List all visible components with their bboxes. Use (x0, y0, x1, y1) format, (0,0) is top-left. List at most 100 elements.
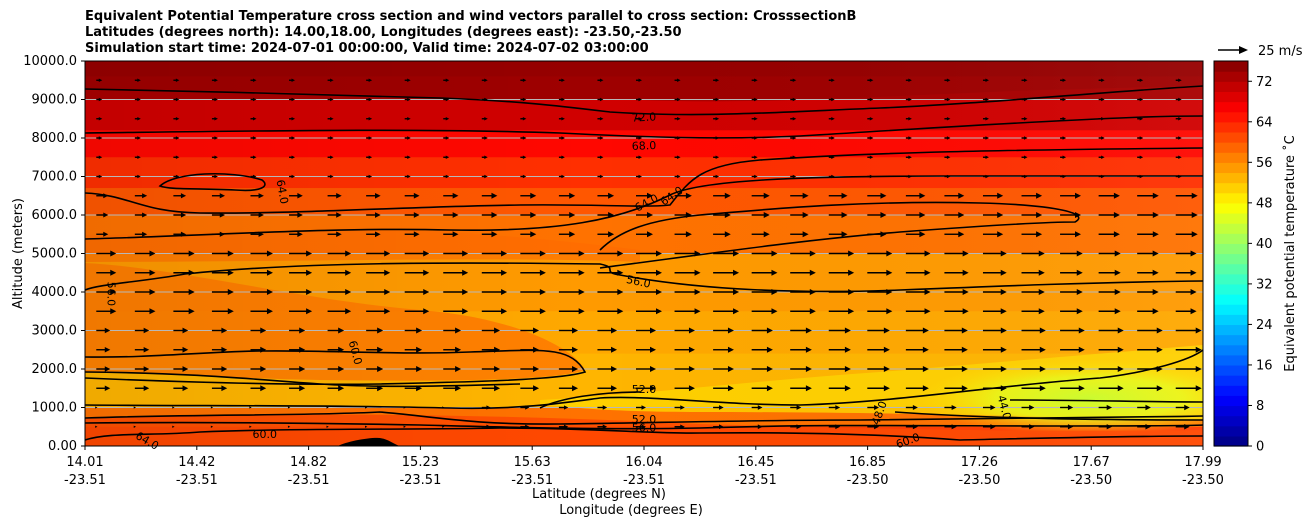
wind-arrow-head (494, 385, 501, 392)
wind-arrow-15-7 (366, 366, 384, 372)
wind-arrow-head (572, 385, 579, 392)
wind-arrow-head (98, 97, 103, 102)
wind-arrow-head (175, 117, 180, 121)
wind-arrow-head (1038, 308, 1045, 315)
contour-label-group-8: 52.0 (632, 383, 657, 396)
wind-arrow-10-7 (366, 269, 391, 276)
wind-arrow-head (377, 346, 384, 353)
wind-arrow-4-4 (250, 155, 257, 159)
wind-arrow-head (946, 78, 951, 82)
wind-arrow-13-9 (443, 327, 462, 334)
wind-arrow-head (214, 174, 218, 179)
xtick-lon-5: -23.51 (623, 473, 665, 488)
wind-arrow-18-27 (1137, 424, 1151, 430)
wind-arrow-12-21 (905, 308, 931, 315)
wind-arrow-18-28 (1175, 424, 1190, 430)
wind-arrow-8-12 (558, 231, 576, 238)
wind-arrow-head (1000, 308, 1007, 315)
wind-arrow-3-23 (982, 136, 989, 140)
wind-arrow-head (766, 385, 773, 392)
wind-arrow-head (1000, 346, 1007, 353)
wind-arrow-4-21 (905, 155, 912, 159)
wind-arrow-3-26 (1098, 136, 1105, 140)
wind-arrow-15-8 (404, 366, 423, 372)
wind-arrow-head (997, 212, 1004, 218)
wind-arrow-12-16 (713, 308, 740, 315)
wind-arrow-head (98, 174, 103, 179)
wind-arrow-1-20 (867, 97, 874, 102)
wind-arrow-head (848, 308, 855, 315)
wind-arrow-18-10 (481, 424, 491, 429)
wind-arrow-18-15 (674, 424, 685, 430)
wind-arrow-15-28 (1175, 366, 1202, 372)
wind-arrow-head (880, 212, 887, 218)
wind-arrow-head (1114, 250, 1121, 257)
wind-arrow-3-22 (944, 136, 951, 140)
wind-arrow-10-20 (867, 269, 893, 276)
wind-arrow-9-8 (404, 250, 430, 257)
wind-arrow-head (252, 97, 257, 102)
wind-arrow-head (416, 346, 423, 353)
colorbar-tick-label-5: 40 (1256, 237, 1273, 252)
wind-arrow-4-11 (520, 155, 527, 159)
wind-arrow-8-13 (597, 231, 615, 238)
wind-arrow-5-2 (173, 174, 180, 179)
contour-label-group-12: 44.0 (995, 394, 1014, 421)
wind-arrow-head (336, 231, 342, 238)
wind-arrow-10-6 (327, 269, 352, 276)
wind-arrow-2-0 (96, 117, 103, 121)
wind-arrow-head (1101, 174, 1105, 179)
wind-arrow-9-26 (1098, 250, 1121, 257)
wind-arrow-head (149, 289, 156, 295)
wind-arrow-17-4 (249, 406, 252, 409)
wind-arrow-head (771, 250, 778, 257)
wind-arrow-head (287, 425, 291, 428)
wind-arrow-9-12 (558, 250, 585, 257)
wind-arrow-7-4 (250, 212, 264, 218)
wind-arrow-13-7 (366, 327, 384, 334)
wind-arrow-18-12 (558, 424, 569, 429)
contour-label-group-1: 68.0 (632, 139, 657, 153)
wind-arrow-3-2 (173, 136, 180, 140)
wind-arrow-head (599, 136, 604, 140)
wind-arrow-5-17 (751, 174, 758, 179)
wind-arrow-7-26 (1098, 212, 1120, 218)
wind-arrow-head (908, 174, 912, 179)
wind-arrow-4-5 (289, 155, 296, 159)
wind-arrow-head (1036, 212, 1043, 218)
xtick-lon-10: -23.50 (1182, 473, 1224, 488)
wind-arrow-head (1062, 117, 1067, 121)
x-axis-label-secondary: Longitude (degrees E) (559, 503, 703, 518)
wind-arrow-head (715, 78, 720, 82)
wind-arrow-18-22 (944, 424, 957, 430)
wind-arrow-8-23 (982, 231, 1004, 238)
colorbar-tick-label-8: 64 (1256, 115, 1273, 130)
chart-title-line-1: Equivalent Potential Temperature cross s… (85, 9, 857, 24)
wind-arrow-head (951, 424, 957, 430)
wind-arrow-9-18 (790, 250, 816, 257)
wind-arrow-0-8 (404, 78, 411, 82)
wind-arrow-11-3 (211, 289, 234, 295)
wind-arrow-head (677, 97, 681, 102)
wind-arrow-14-25 (1060, 346, 1085, 353)
colorbar-segment-10 (1214, 334, 1248, 346)
wind-arrow-head (210, 406, 214, 409)
wind-arrow-head (1000, 250, 1007, 257)
wind-arrow-head (539, 308, 546, 315)
wind-arrow-head (530, 231, 537, 238)
wind-arrow-2-10 (481, 117, 488, 121)
wind-arrow-head (802, 212, 809, 218)
contour-line-5 (85, 262, 1203, 293)
wind-arrow-7-23 (982, 212, 1004, 218)
wind-arrow-head (143, 327, 150, 334)
wind-arrow-head (180, 231, 187, 237)
wind-arrow-head (98, 155, 103, 159)
wind-arrow-2-12 (558, 117, 565, 121)
wind-arrow-head (175, 174, 180, 179)
wind-arrow-18-8 (403, 425, 406, 428)
wind-arrow-head (650, 327, 656, 334)
wind-arrow-head (883, 327, 890, 334)
wind-arrow-head (297, 212, 303, 218)
wind-arrow-head (599, 78, 604, 82)
wind-arrow-11-27 (1137, 289, 1159, 295)
